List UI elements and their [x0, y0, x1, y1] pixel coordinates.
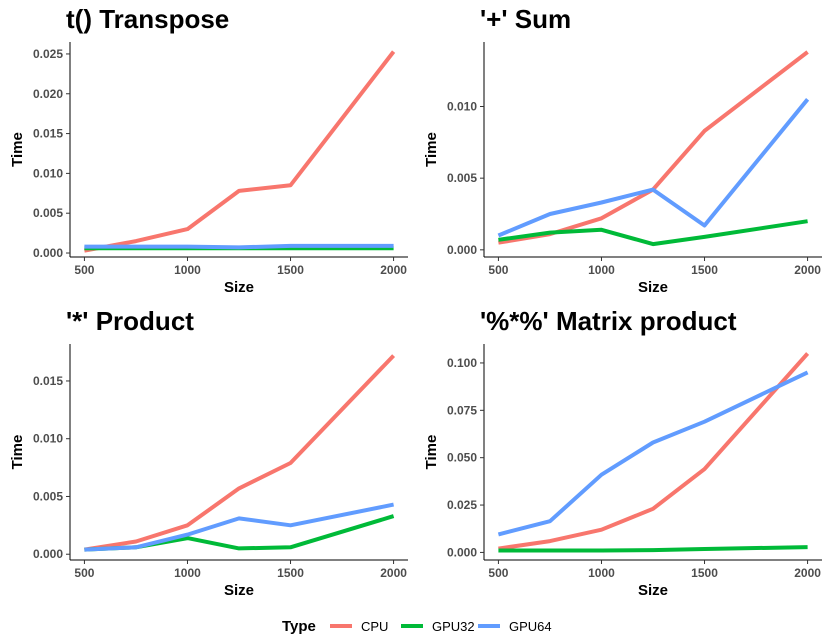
y-tick-label: 0.010	[33, 432, 63, 446]
panel-title: '*' Product	[66, 306, 194, 336]
y-tick-label: 0.000	[447, 243, 477, 257]
series-line-cpu	[84, 354, 396, 552]
series-line-cpu	[498, 352, 810, 551]
x-axis-label: Size	[638, 582, 668, 599]
y-axis-label: Time	[9, 132, 26, 167]
y-tick-label: 0.000	[33, 547, 63, 561]
x-tick-label: 500	[74, 263, 94, 277]
x-tick-label: 1000	[174, 263, 201, 277]
y-tick-label: 0.020	[33, 87, 63, 101]
series-line-cpu	[84, 50, 396, 253]
panel-4: '%*%' Matrix product 0.000 0.025 0.050 0.075…	[423, 306, 822, 599]
y-tick-label: 0.010	[33, 166, 63, 180]
series-line-gpu64	[84, 502, 394, 552]
y-tick-label: 0.000	[33, 246, 63, 260]
x-tick-label: 500	[74, 566, 94, 580]
y-axis-label: Time	[423, 132, 440, 167]
y-tick-label: 0.005	[33, 489, 63, 503]
x-tick-label: 1500	[691, 566, 718, 580]
panel-3: '*' Product 0.000 0.005 0.010 0.015 500 1000 15…	[9, 306, 408, 599]
y-axis-label: Time	[9, 435, 26, 470]
legend: Type CPU GPU32 GPU64	[282, 618, 552, 635]
x-tick-label: 2000	[380, 566, 407, 580]
x-tick-label: 1500	[277, 263, 304, 277]
x-axis-label: Size	[638, 279, 668, 296]
panel-2: '+' Sum 0.000 0.005 0.010 500 1000 1500 2000 Siz…	[423, 4, 822, 296]
y-tick-label: 0.000	[447, 545, 477, 559]
y-axis-label: Time	[423, 435, 440, 470]
series-line-gpu64	[84, 243, 394, 250]
legend-label-gpu32: GPU32	[432, 619, 475, 634]
series-line-gpu32	[498, 219, 808, 247]
x-tick-label: 1500	[277, 566, 304, 580]
legend-label-cpu: CPU	[361, 619, 388, 634]
y-tick-label: 0.005	[33, 206, 63, 220]
x-tick-label: 2000	[794, 566, 821, 580]
y-tick-label: 0.025	[447, 498, 477, 512]
y-tick-label: 0.050	[447, 451, 477, 465]
y-tick-label: 0.025	[33, 47, 63, 61]
y-tick-label: 0.015	[33, 127, 63, 141]
y-tick-label: 0.010	[447, 100, 477, 114]
series-line-gpu32	[498, 545, 808, 553]
panel-1: t() Transpose 0.000 0.005 0.010 0.015 0.020 0.…	[9, 4, 408, 296]
x-tick-label: 1000	[588, 566, 615, 580]
x-tick-label: 1000	[588, 263, 615, 277]
series-line-gpu64	[497, 370, 809, 537]
x-axis-label: Size	[224, 279, 254, 296]
panel-title: '+' Sum	[480, 4, 571, 34]
y-tick-label: 0.005	[447, 171, 477, 185]
y-tick-label: 0.100	[447, 356, 477, 370]
legend-title: Type	[282, 618, 316, 635]
panel-title: '%*%' Matrix product	[480, 306, 737, 336]
panel-title: t() Transpose	[66, 4, 229, 34]
x-tick-label: 1000	[174, 566, 201, 580]
x-tick-label: 500	[488, 263, 508, 277]
legend-label-gpu64: GPU64	[509, 619, 552, 634]
x-tick-label: 500	[488, 566, 508, 580]
y-tick-label: 0.015	[33, 374, 63, 388]
x-axis-label: Size	[224, 582, 254, 599]
x-tick-label: 2000	[380, 263, 407, 277]
series-line-gpu64	[497, 98, 810, 238]
y-tick-label: 0.075	[447, 403, 477, 417]
x-tick-label: 1500	[691, 263, 718, 277]
x-tick-label: 2000	[794, 263, 821, 277]
series-line-gpu32	[84, 514, 395, 552]
